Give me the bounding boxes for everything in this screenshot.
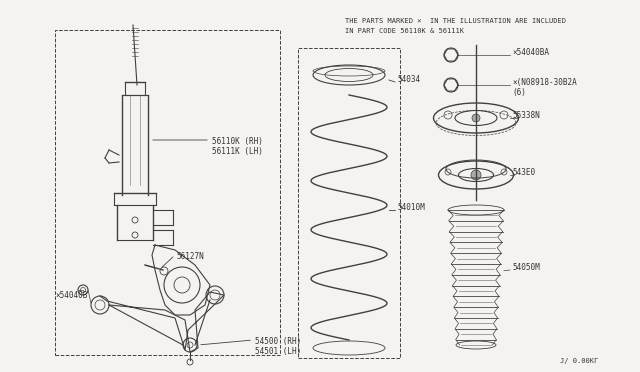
Circle shape [472, 114, 480, 122]
Text: 54010M: 54010M [397, 202, 425, 212]
Text: ×(N08918-30B2A: ×(N08918-30B2A [512, 77, 577, 87]
Circle shape [471, 170, 481, 180]
Text: 56110K (RH): 56110K (RH) [212, 137, 263, 146]
Text: 56127N: 56127N [176, 252, 204, 261]
Text: IN PART CODE 56110K & 56111K: IN PART CODE 56110K & 56111K [345, 28, 464, 34]
Text: (6): (6) [512, 87, 526, 96]
Text: 55338N: 55338N [512, 110, 540, 119]
Text: ×54040B: ×54040B [55, 291, 88, 299]
Bar [298, 48, 400, 358]
Text: 56111K (LH): 56111K (LH) [212, 147, 263, 156]
Text: ×54040BA: ×54040BA [512, 48, 549, 57]
Text: 54050M: 54050M [512, 263, 540, 272]
Text: THE PARTS MARKED ×  IN THE ILLUSTRATION ARE INCLUDED: THE PARTS MARKED × IN THE ILLUSTRATION A… [345, 18, 566, 24]
Text: 543E0: 543E0 [512, 167, 535, 176]
Text: 54034: 54034 [397, 74, 420, 83]
Text: 54501 (LH): 54501 (LH) [255, 347, 301, 356]
Bar [55, 30, 280, 355]
Text: J/ 0.00KΓ: J/ 0.00KΓ [560, 358, 598, 364]
Text: 54500 (RH): 54500 (RH) [255, 337, 301, 346]
